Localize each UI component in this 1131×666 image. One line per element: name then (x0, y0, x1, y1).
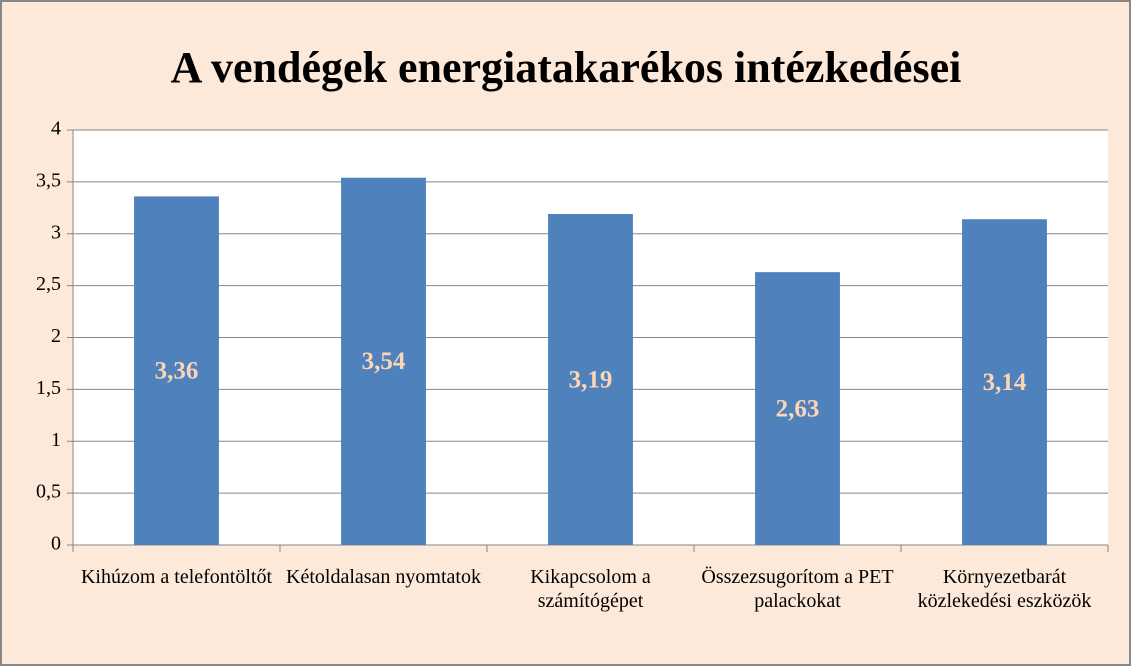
chart-title: A vendégek energiatakarékos intézkedései (171, 43, 962, 92)
y-tick-label: 0,5 (36, 481, 61, 503)
data-label: 3,54 (362, 348, 406, 375)
bar (548, 214, 633, 545)
data-label: 3,19 (569, 366, 613, 393)
y-tick-label: 2 (51, 325, 61, 347)
bar (341, 177, 426, 545)
y-tick-label: 4 (51, 118, 61, 140)
bar (755, 272, 840, 545)
x-tick-label: Környezetbarát közlekedési eszközök (917, 566, 1092, 612)
x-tick-label: Kétoldalasan nyomtatok (286, 566, 481, 588)
y-tick-label: 1 (51, 429, 61, 451)
y-tick-label: 0 (51, 533, 61, 555)
bar (962, 219, 1047, 545)
bar (134, 196, 219, 545)
data-label: 3,36 (155, 357, 199, 384)
y-tick-label: 2,5 (36, 273, 61, 295)
x-tick-label: Kihúzom a telefontöltőt (80, 566, 273, 588)
y-tick-label: 1,5 (36, 377, 61, 399)
data-label: 2,63 (776, 395, 820, 422)
x-tick-label: Kikapcsolom a számítógépet (530, 566, 651, 612)
y-tick-label: 3,5 (36, 169, 61, 191)
x-tick-label: Összezsugorítom a PET palackokat (701, 566, 894, 612)
y-tick-label: 3 (51, 221, 61, 243)
data-label: 3,14 (983, 369, 1027, 396)
